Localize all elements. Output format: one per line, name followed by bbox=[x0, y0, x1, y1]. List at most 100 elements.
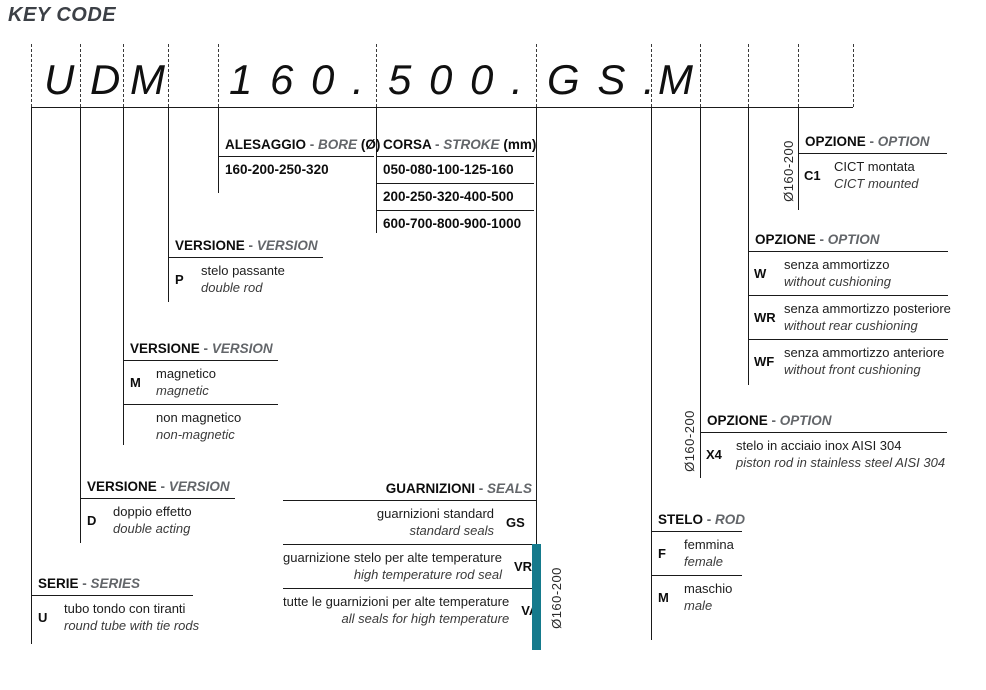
option-desc-en: non-magnetic bbox=[156, 427, 235, 442]
box-title-dash: - bbox=[869, 134, 875, 149]
option-code: P bbox=[175, 271, 184, 287]
code-segment-version-m: M bbox=[130, 56, 168, 103]
option-desc: tutte le guarnizioni per alte temperatur… bbox=[283, 593, 517, 627]
option-desc-it: CICT montata bbox=[834, 159, 915, 174]
option-desc-en: double rod bbox=[201, 280, 263, 295]
option-row: WR senza ammortizzo posteriore without r… bbox=[748, 296, 951, 340]
option-code: VR bbox=[513, 558, 533, 574]
option-code: M bbox=[130, 374, 141, 390]
diameter-range-label: Ø160-200 bbox=[549, 567, 564, 629]
option-desc-it: senza ammortizzo posteriore bbox=[784, 301, 951, 316]
stroke-values-row: 050-080-100-125-160 bbox=[376, 157, 534, 184]
option-desc: senza ammortizzo posteriore without rear… bbox=[784, 300, 951, 334]
connector-opzione-c1 bbox=[798, 107, 799, 210]
option-desc-it: non magnetico bbox=[156, 410, 242, 425]
option-code: GS bbox=[506, 514, 525, 530]
box-alesaggio: ALESAGGIO - BORE (Ø) 160-200-250-320 bbox=[218, 133, 380, 183]
box-opzione-w: OPZIONE - OPTION W senza ammortizzo with… bbox=[748, 228, 951, 383]
box-title-en: STROKE bbox=[443, 137, 500, 152]
stroke-values-row: 200-250-320-400-500 bbox=[376, 184, 534, 211]
option-code: W bbox=[754, 265, 767, 281]
box-title-it: STELO bbox=[658, 512, 704, 527]
box-title-en: BORE bbox=[318, 137, 358, 152]
box-serie: SERIE - SERIES U tubo tondo con tiranti … bbox=[31, 572, 199, 639]
box-title-en: VERSION bbox=[256, 238, 318, 253]
code-separator bbox=[651, 44, 652, 107]
option-desc-en: male bbox=[684, 598, 713, 613]
option-desc: senza ammortizzo without cushioning bbox=[784, 256, 891, 290]
box-title-dash: - bbox=[203, 341, 209, 356]
box-title-it: CORSA bbox=[383, 137, 432, 152]
option-row: U tubo tondo con tiranti round tube with… bbox=[31, 596, 199, 639]
diameter-range-bar bbox=[532, 544, 541, 650]
box-title-dash: - bbox=[819, 232, 825, 247]
code-separator bbox=[536, 44, 537, 107]
stroke-values-row: 600-700-800-900-1000 bbox=[383, 216, 522, 231]
option-desc-en: CICT mounted bbox=[834, 176, 919, 191]
box-guarnizioni: GUARNIZIONI - SEALS guarnizioni standard… bbox=[283, 477, 538, 632]
box-title-en: OPTION bbox=[877, 134, 930, 149]
code-segment-seals: G S . bbox=[547, 56, 658, 103]
box-title-dash: - bbox=[309, 137, 315, 152]
code-separator bbox=[376, 44, 377, 107]
option-desc: maschio male bbox=[684, 580, 732, 614]
option-row: non magnetico non-magnetic bbox=[123, 405, 278, 448]
option-desc-en: without rear cushioning bbox=[784, 318, 918, 333]
option-desc-it: guarnizione stelo per alte temperature bbox=[283, 550, 502, 565]
box-title-en: SERIES bbox=[90, 576, 141, 591]
option-desc-en: high temperature rod seal bbox=[353, 567, 502, 582]
box-title-dash: - bbox=[771, 413, 777, 428]
connector-opzione-w bbox=[748, 107, 749, 385]
option-row: D doppio effetto double acting bbox=[80, 499, 235, 542]
connector-alesaggio bbox=[218, 107, 219, 193]
box-title-en: ROD bbox=[715, 512, 746, 527]
box-title-suffix: (Ø) bbox=[360, 137, 381, 152]
option-desc-en: without cushioning bbox=[784, 274, 891, 289]
option-desc: non magnetico non-magnetic bbox=[156, 409, 241, 443]
option-desc-en: without front cushioning bbox=[784, 362, 921, 377]
box-title-en: OPTION bbox=[779, 413, 832, 428]
option-row: guarnizioni standard standard seals GS bbox=[283, 501, 536, 545]
option-row: W senza ammortizzo without cushioning bbox=[748, 252, 948, 296]
option-code: WF bbox=[754, 353, 775, 369]
box-title: VERSIONE - VERSION bbox=[168, 234, 323, 258]
box-title-dash: - bbox=[706, 512, 712, 527]
code-separator bbox=[218, 44, 219, 107]
box-title-dash: - bbox=[435, 137, 440, 152]
option-row: F femmina female bbox=[651, 532, 742, 576]
code-baseline bbox=[31, 107, 853, 108]
box-title: STELO - ROD bbox=[651, 508, 746, 532]
box-corsa: CORSA - STROKE (mm) 050-080-100-125-160 … bbox=[376, 133, 537, 237]
option-desc-en: double acting bbox=[113, 521, 191, 536]
box-title: SERIE - SERIES bbox=[31, 572, 193, 596]
code-segment-serie: U bbox=[44, 56, 78, 103]
option-desc: magnetico magnetic bbox=[156, 365, 216, 399]
box-stelo: STELO - ROD F femmina female M maschio m… bbox=[651, 508, 746, 619]
option-code: D bbox=[87, 512, 97, 528]
connector-corsa bbox=[376, 107, 377, 233]
box-title-dash: - bbox=[160, 479, 166, 494]
option-desc-en: piston rod in stainless steel AISI 304 bbox=[736, 455, 946, 470]
box-title-it: VERSIONE bbox=[130, 341, 200, 356]
box-title-en: VERSION bbox=[168, 479, 230, 494]
connector-versione-p bbox=[168, 107, 169, 302]
box-title-en: VERSION bbox=[211, 341, 273, 356]
option-code: M bbox=[658, 589, 669, 605]
box-title: OPZIONE - OPTION bbox=[748, 228, 948, 252]
code-separator bbox=[853, 44, 854, 107]
box-opzione-x4: OPZIONE - OPTION X4 stelo in acciaio ino… bbox=[700, 409, 947, 476]
code-separator bbox=[748, 44, 749, 107]
box-title-it: VERSIONE bbox=[87, 479, 157, 494]
diameter-range-label: Ø160-200 bbox=[781, 140, 796, 202]
code-separator bbox=[168, 44, 169, 107]
option-desc: stelo in acciaio inox AISI 304 piston ro… bbox=[736, 437, 945, 471]
box-title-dash: - bbox=[248, 238, 254, 253]
box-title: OPZIONE - OPTION bbox=[798, 130, 947, 154]
box-title-suffix: (mm) bbox=[503, 137, 537, 152]
connector-versione-d bbox=[80, 107, 81, 543]
option-desc-it: tubo tondo con tiranti bbox=[64, 601, 186, 616]
code-segment-stroke: 5 0 0 . bbox=[388, 56, 526, 103]
code-separator bbox=[798, 44, 799, 107]
box-title: ALESAGGIO - BORE (Ø) bbox=[218, 133, 380, 157]
